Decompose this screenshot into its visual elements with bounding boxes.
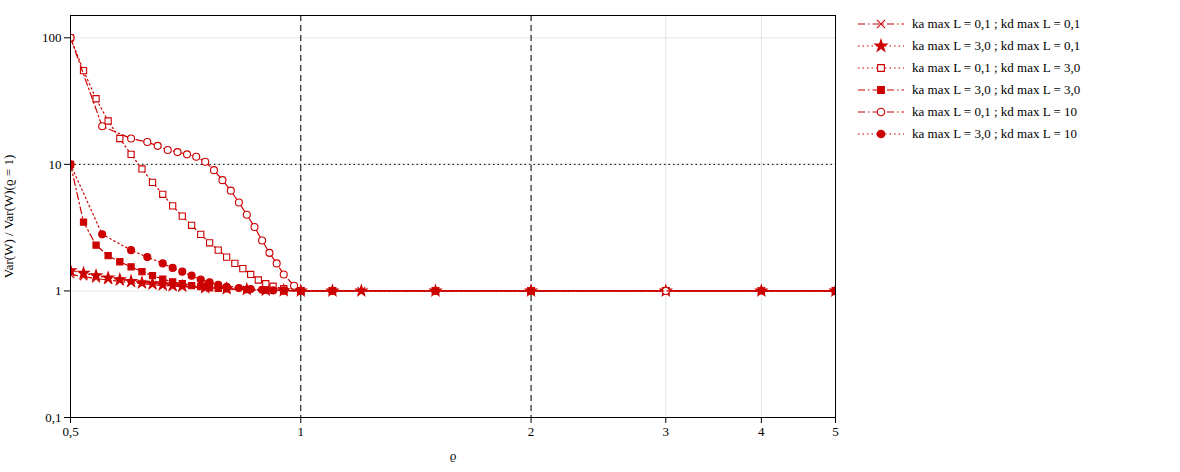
svg-text:5: 5	[832, 424, 839, 439]
html-text:ka max L = 0,1 ; kd max L = 0,: ka max L = 0,1 ; kd max L = 0,1	[912, 16, 1081, 31]
html-text:ka max L = 0,1 ; kd max L = 10: ka max L = 0,1 ; kd max L = 10	[912, 104, 1077, 119]
svg-text:1: 1	[298, 424, 305, 439]
svg-text:10: 10	[49, 157, 62, 172]
svg-text:3: 3	[663, 424, 670, 439]
svg-text:ϱ: ϱ	[450, 448, 457, 463]
svg-text:0,1: 0,1	[45, 410, 61, 425]
html-text:ka max L = 3,0 ; kd max L = 10: ka max L = 3,0 ; kd max L = 10	[912, 126, 1077, 141]
svg-text:0,5: 0,5	[62, 424, 78, 439]
svg-text:100: 100	[42, 30, 62, 45]
svg-text:4: 4	[758, 424, 765, 439]
html-text:ka max L = 3,0 ; kd max L = 3,: ka max L = 3,0 ; kd max L = 3,0	[912, 82, 1081, 97]
html-text:ka max L = 3,0 ; kd max L = 0,: ka max L = 3,0 ; kd max L = 0,1	[912, 38, 1081, 53]
svg-text:Var(W) / Var(W)(ϱ = 1): Var(W) / Var(W)(ϱ = 1)	[1, 155, 16, 278]
svg-text:2: 2	[528, 424, 535, 439]
svg-text:1: 1	[55, 283, 62, 298]
html-text:ka max L = 0,1 ; kd max L = 3,: ka max L = 0,1 ; kd max L = 3,0	[912, 60, 1081, 75]
